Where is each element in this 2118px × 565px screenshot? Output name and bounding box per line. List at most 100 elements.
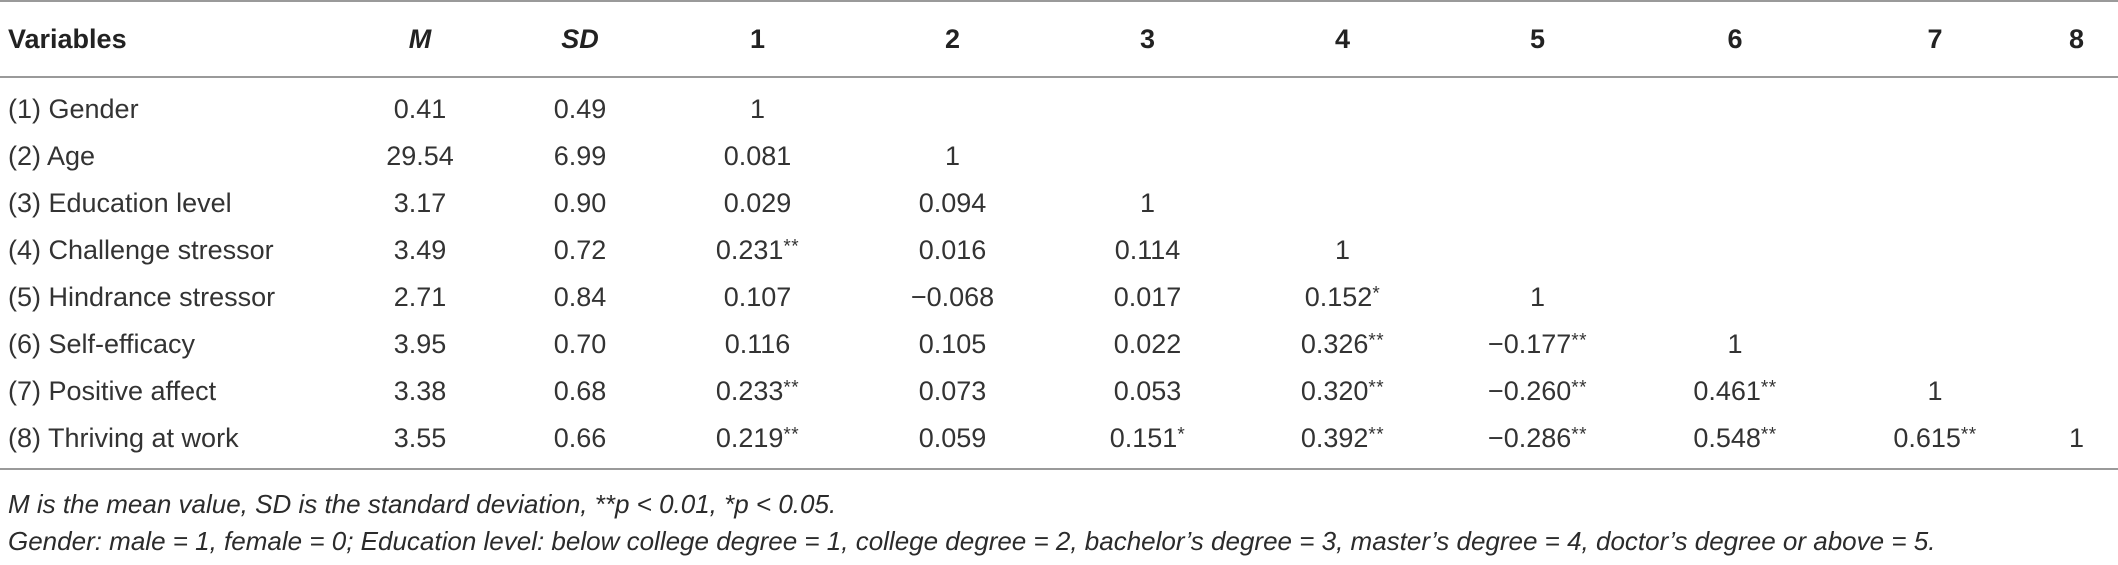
header-row: Variables M SD 1 2 3 4 5 6 7 8 bbox=[0, 1, 2118, 77]
correlation-cell: 0.392** bbox=[1245, 415, 1440, 469]
correlation-value: 1 bbox=[2068, 423, 2085, 453]
correlation-cell bbox=[2035, 133, 2118, 180]
header-variables: Variables bbox=[8, 23, 127, 54]
correlation-cell bbox=[2035, 368, 2118, 415]
correlation-value: 0.152 bbox=[1304, 282, 1373, 312]
correlation-value: 1 bbox=[944, 141, 961, 171]
variable-name-cell: (8) Thriving at work bbox=[8, 423, 239, 453]
correlation-value: 0.017 bbox=[1113, 282, 1182, 312]
sd-cell: 0.84 bbox=[553, 282, 607, 312]
table-header: Variables M SD 1 2 3 4 5 6 7 8 bbox=[0, 1, 2118, 77]
table-row: (8) Thriving at work 3.55 0.66 0.219** 0.059… bbox=[0, 415, 2118, 469]
correlation-cell bbox=[1440, 133, 1635, 180]
correlation-cell bbox=[1440, 77, 1635, 133]
correlation-cell: 0.053 bbox=[1050, 368, 1245, 415]
correlation-cell: 0.081 bbox=[660, 133, 855, 180]
mean-cell: 3.38 bbox=[393, 376, 447, 406]
correlation-value: 0.233 bbox=[715, 376, 784, 406]
correlation-value: −0.177 bbox=[1487, 329, 1572, 359]
significance-marker: ** bbox=[1571, 424, 1588, 446]
correlation-cell bbox=[2035, 227, 2118, 274]
sd-cell: 0.70 bbox=[553, 329, 607, 359]
table-body: (1) Gender 0.41 0.49 1 (2) Age 29.54 6.99 0.081… bbox=[0, 77, 2118, 469]
correlation-cell: 0.022 bbox=[1050, 321, 1245, 368]
correlation-value: 0.059 bbox=[918, 423, 987, 453]
correlation-cell bbox=[1245, 180, 1440, 227]
header-col-8: 8 bbox=[2068, 23, 2085, 54]
footnote-coding: Gender: male = 1, female = 0; Education … bbox=[8, 526, 1936, 556]
significance-marker: ** bbox=[783, 424, 800, 446]
correlation-cell: 1 bbox=[660, 77, 855, 133]
table-row: (2) Age 29.54 6.99 0.081 1 bbox=[0, 133, 2118, 180]
variable-name-cell: (3) Education level bbox=[8, 188, 232, 218]
correlation-value: 1 bbox=[1334, 235, 1351, 265]
variable-name-cell: (6) Self-efficacy bbox=[8, 329, 196, 359]
correlation-cell bbox=[2035, 321, 2118, 368]
correlation-cell: 0.114 bbox=[1050, 227, 1245, 274]
mean-cell: 3.17 bbox=[393, 188, 447, 218]
correlation-cell bbox=[1050, 133, 1245, 180]
correlation-cell: 1 bbox=[1635, 321, 1835, 368]
correlation-cell: 0.151* bbox=[1050, 415, 1245, 469]
correlation-cell: 0.152* bbox=[1245, 274, 1440, 321]
header-col-2: 2 bbox=[944, 23, 961, 54]
correlation-value: 0.320 bbox=[1300, 376, 1369, 406]
variable-name-cell: (7) Positive affect bbox=[8, 376, 217, 406]
correlation-cell: −0.260** bbox=[1440, 368, 1635, 415]
correlation-cell bbox=[1835, 274, 2035, 321]
correlation-value: −0.286 bbox=[1487, 423, 1572, 453]
significance-marker: * bbox=[1372, 283, 1381, 305]
correlation-value: 0.615 bbox=[1893, 423, 1961, 453]
correlation-cell bbox=[1835, 77, 2035, 133]
sd-cell: 0.49 bbox=[553, 94, 607, 124]
correlation-value: 0.073 bbox=[918, 376, 987, 406]
correlation-cell bbox=[1245, 133, 1440, 180]
correlation-cell bbox=[1050, 77, 1245, 133]
sd-cell: 0.68 bbox=[553, 376, 607, 406]
correlation-value: −0.068 bbox=[910, 282, 995, 312]
mean-cell: 29.54 bbox=[386, 141, 454, 171]
significance-marker: ** bbox=[783, 236, 800, 258]
correlation-value: −0.260 bbox=[1487, 376, 1572, 406]
correlation-value: 0.151 bbox=[1109, 423, 1178, 453]
correlation-cell: 0.615** bbox=[1835, 415, 2035, 469]
variable-name-cell: (5) Hindrance stressor bbox=[8, 282, 276, 312]
correlation-cell bbox=[2035, 180, 2118, 227]
table-row: (7) Positive affect 3.38 0.68 0.233** 0.073 0… bbox=[0, 368, 2118, 415]
correlation-cell: 0.017 bbox=[1050, 274, 1245, 321]
correlation-cell bbox=[2035, 77, 2118, 133]
mean-cell: 3.95 bbox=[393, 329, 447, 359]
header-col-6: 6 bbox=[1727, 23, 1743, 54]
header-col-4: 4 bbox=[1334, 23, 1351, 54]
correlation-cell: 0.116 bbox=[660, 321, 855, 368]
mean-cell: 0.41 bbox=[393, 94, 447, 124]
significance-marker: * bbox=[1177, 424, 1186, 446]
correlation-cell bbox=[855, 77, 1050, 133]
correlation-cell: 0.105 bbox=[855, 321, 1050, 368]
significance-marker: ** bbox=[1368, 330, 1385, 352]
sd-cell: 6.99 bbox=[553, 141, 607, 171]
correlation-cell bbox=[1835, 133, 2035, 180]
correlation-cell: −0.068 bbox=[855, 274, 1050, 321]
correlation-cell: 0.219** bbox=[660, 415, 855, 469]
correlation-cell bbox=[1245, 77, 1440, 133]
correlation-value: 0.231 bbox=[715, 235, 784, 265]
correlation-cell: 0.073 bbox=[855, 368, 1050, 415]
correlation-value: 0.081 bbox=[723, 141, 792, 171]
significance-marker: ** bbox=[783, 377, 800, 399]
table-row: (4) Challenge stressor 3.49 0.72 0.231** 0.0… bbox=[0, 227, 2118, 274]
header-sd: SD bbox=[561, 23, 599, 54]
correlation-cell: 1 bbox=[1050, 180, 1245, 227]
correlation-cell: −0.286** bbox=[1440, 415, 1635, 469]
correlation-value: 0.392 bbox=[1300, 423, 1369, 453]
correlation-value: 0.094 bbox=[918, 188, 987, 218]
sd-cell: 0.66 bbox=[553, 423, 607, 453]
correlation-value: 0.107 bbox=[723, 282, 792, 312]
correlation-cell bbox=[1635, 227, 1835, 274]
correlation-value: 0.326 bbox=[1300, 329, 1369, 359]
correlation-value: 0.548 bbox=[1693, 423, 1761, 453]
header-col-3: 3 bbox=[1139, 23, 1156, 54]
correlation-value: 1 bbox=[749, 94, 766, 124]
correlation-value: 0.105 bbox=[918, 329, 987, 359]
correlation-value: 1 bbox=[1727, 329, 1743, 359]
